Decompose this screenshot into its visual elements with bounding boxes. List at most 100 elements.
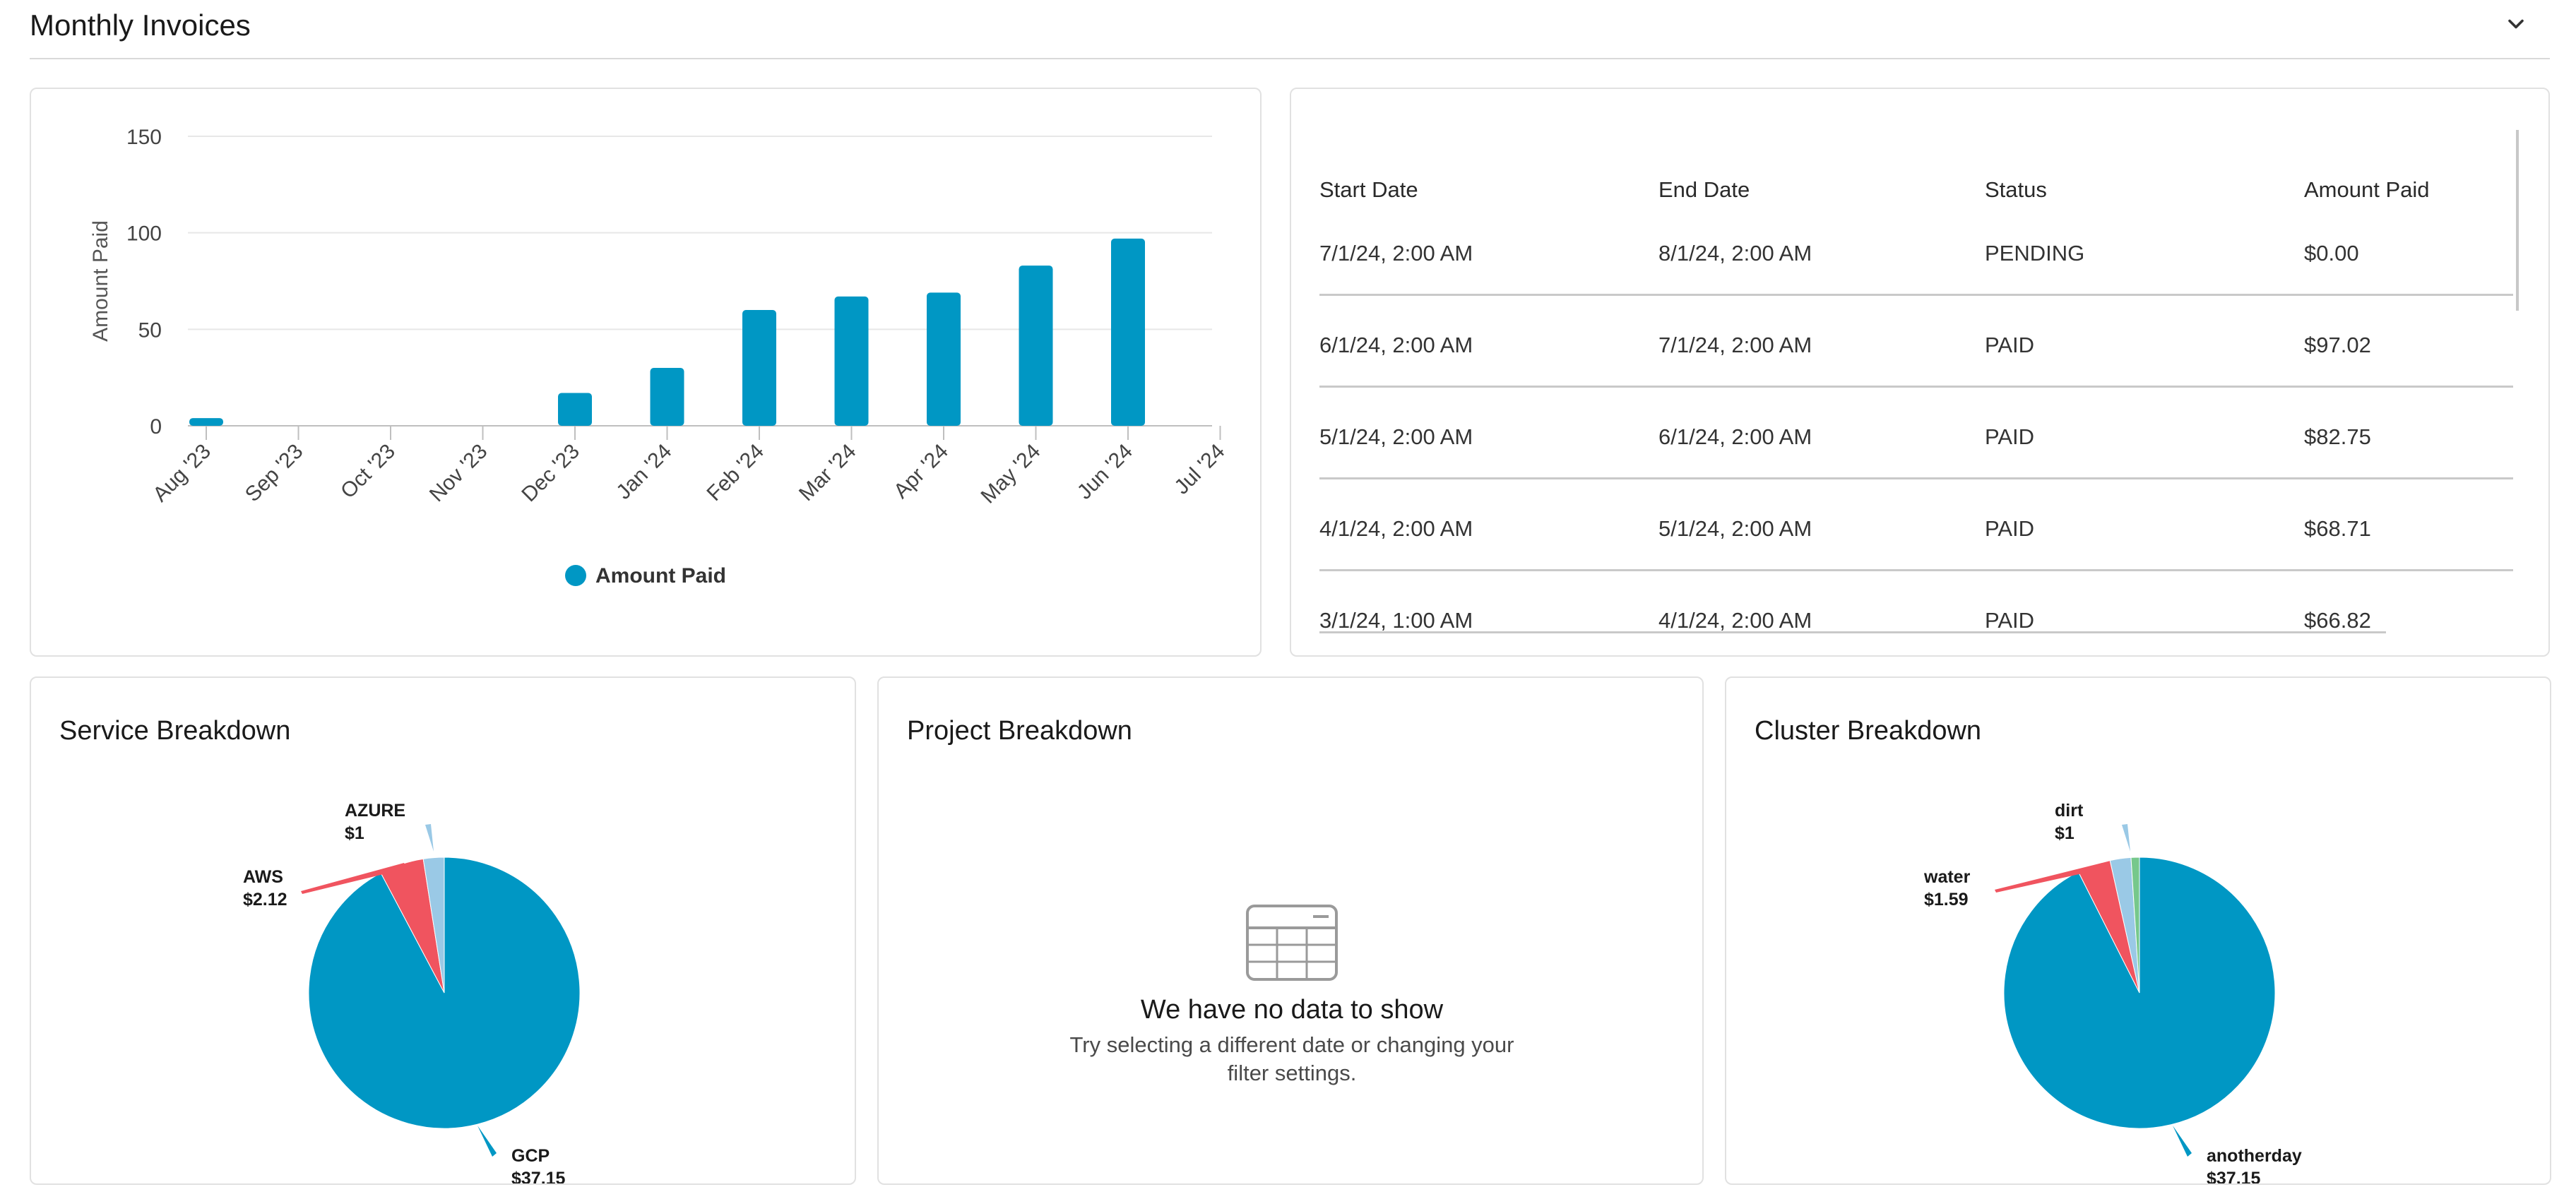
column-header-status[interactable]: Status [1985, 177, 2047, 202]
cell-amount-paid: $66.82 [2304, 608, 2371, 633]
empty-state-message-line1: Try selecting a different date or changi… [1069, 1032, 1514, 1057]
table-row[interactable]: 5/1/24, 2:00 AM 6/1/24, 2:00 AM PAID $82.75 [1319, 386, 2513, 479]
pie-slice-other[interactable] [2130, 857, 2140, 994]
table-row[interactable]: 6/1/24, 2:00 AM 7/1/24, 2:00 AM PAID $97.02 [1319, 294, 2513, 388]
x-tick-label: Oct '23 [336, 440, 400, 503]
cluster-breakdown-title: Cluster Breakdown [1755, 716, 1982, 746]
pie-value-label: $1 [2055, 823, 2075, 843]
table-header-row: Start Date End Date Status Amount Paid [1319, 153, 2513, 230]
pie-leader [1995, 863, 2105, 893]
bar-mar24[interactable] [834, 296, 869, 426]
service-breakdown-title: Service Breakdown [59, 716, 291, 746]
cell-status: PAID [1985, 424, 2035, 449]
service-breakdown-card: Service Breakdown GCP $37.15 AWS $2.12 AZURE… [30, 676, 856, 1187]
x-tick-label: Dec '23 [517, 440, 584, 507]
x-tick-label: May '24 [976, 440, 1045, 508]
pie-label: GCP [511, 1146, 550, 1166]
pie-label: water [1923, 867, 1971, 887]
pie-leader [2122, 824, 2130, 852]
section-header: Monthly Invoices [30, 0, 2550, 59]
pie-label: anotherday [2207, 1146, 2302, 1166]
column-header-end-date[interactable]: End Date [1658, 177, 1750, 202]
empty-state-message-line2: filter settings. [1227, 1061, 1357, 1085]
pie-leader [301, 863, 407, 894]
cell-start-date: 3/1/24, 1:00 AM [1319, 608, 1473, 633]
service-pie-chart: GCP $37.15 AWS $2.12 AZURE$1 [243, 801, 581, 1187]
table-row[interactable]: 3/1/24, 1:00 AM 4/1/24, 2:00 AM PAID $66.82 [1319, 569, 2513, 655]
cell-amount-paid: $68.71 [2304, 516, 2371, 541]
cell-end-date: 4/1/24, 2:00 AM [1658, 608, 1812, 633]
cell-status: PAID [1985, 516, 2035, 541]
table-icon [1246, 905, 1338, 981]
cell-start-date: 7/1/24, 2:00 AM [1319, 241, 1473, 266]
page-title: Monthly Invoices [30, 8, 251, 42]
cell-amount-paid: $82.75 [2304, 424, 2371, 449]
invoices-table: Start Date End Date Status Amount Paid 7… [1319, 153, 2513, 633]
y-tick-label: 0 [150, 415, 162, 439]
cell-end-date: 7/1/24, 2:00 AM [1658, 333, 1812, 357]
y-axis-label: Amount Paid [89, 220, 112, 342]
bar-may24[interactable] [1019, 266, 1053, 426]
y-tick-label: 150 [126, 126, 162, 149]
chevron-down-icon[interactable] [2503, 11, 2529, 37]
legend-label[interactable]: Amount Paid [595, 564, 726, 587]
bar-dec23[interactable] [558, 393, 592, 426]
x-tick-label: Jun '24 [1073, 440, 1137, 504]
pie-value-label: $2.12 [243, 890, 287, 909]
cluster-breakdown-card: Cluster Breakdown anotherday $37.15 water $… [1725, 676, 2551, 1187]
invoices-bar-chart: 0 50 100 150 Amount Paid Aug '23 Sep '23 Oct '2… [89, 126, 1229, 587]
x-tick-label: Apr '24 [889, 440, 953, 503]
cell-end-date: 6/1/24, 2:00 AM [1658, 424, 1812, 449]
pie-leader [425, 824, 434, 852]
project-breakdown-card: Project Breakdown We have no data to sho… [877, 676, 1704, 1185]
pie-label: AZURE [345, 801, 405, 821]
table-scrollbar[interactable] [2516, 130, 2519, 311]
cell-start-date: 6/1/24, 2:00 AM [1319, 333, 1473, 357]
x-tick-label: Nov '23 [425, 440, 492, 507]
cell-status: PENDING [1985, 241, 2085, 266]
last-row-underline [1319, 631, 2386, 633]
pie-label: AWS [243, 867, 283, 887]
pie-value-label: $37.15 [2207, 1169, 2261, 1183]
x-tick-label: Jan '24 [612, 440, 676, 504]
x-tick-label: Feb '24 [703, 440, 768, 506]
x-tick-label: Mar '24 [795, 440, 860, 506]
table-row[interactable]: 4/1/24, 2:00 AM 5/1/24, 2:00 AM PAID $68.71 [1319, 477, 2513, 571]
x-tick-label: Aug '23 [148, 440, 215, 507]
pie-label: dirt [2055, 801, 2084, 821]
empty-state: We have no data to show Try selecting a … [879, 904, 1705, 1087]
cell-status: PAID [1985, 608, 2035, 633]
y-tick-label: 50 [138, 318, 162, 342]
x-tick-label: Jul '24 [1170, 440, 1229, 499]
cell-start-date: 5/1/24, 2:00 AM [1319, 424, 1473, 449]
table-row[interactable]: 7/1/24, 2:00 AM 8/1/24, 2:00 AM PENDING $0.… [1319, 202, 2513, 296]
pie-value-label: $37.15 [511, 1169, 566, 1183]
cell-end-date: 5/1/24, 2:00 AM [1658, 516, 1812, 541]
cell-amount-paid: $97.02 [2304, 333, 2371, 357]
empty-state-title: We have no data to show [1140, 995, 1444, 1025]
column-header-amount-paid[interactable]: Amount Paid [2304, 177, 2430, 202]
cluster-pie-chart: anotherday $37.15 water $1.59 dirt$1 [1923, 801, 2302, 1187]
pie-value-label: $1.59 [1924, 890, 1969, 909]
bar-aug23[interactable] [189, 418, 223, 426]
y-tick-label: 100 [126, 222, 162, 246]
pie-leader [2173, 1126, 2192, 1157]
bar-feb24[interactable] [742, 310, 776, 426]
bar-jun24[interactable] [1111, 238, 1145, 426]
bar-jan24[interactable] [650, 368, 684, 426]
bar-apr24[interactable] [927, 292, 961, 426]
pie-value-label: $1 [345, 823, 364, 843]
invoices-table-card: Start Date End Date Status Amount Paid 7… [1290, 88, 2550, 657]
legend-marker [565, 565, 586, 586]
cell-amount-paid: $0.00 [2304, 241, 2359, 266]
pie-slice-gcp[interactable] [308, 857, 581, 1129]
pie-leader [477, 1126, 497, 1157]
project-breakdown-title: Project Breakdown [907, 716, 1132, 746]
cell-status: PAID [1985, 333, 2035, 357]
invoices-chart-card: 0 50 100 150 Amount Paid Aug '23 Sep '23 Oct '2… [30, 88, 1262, 657]
column-header-start-date[interactable]: Start Date [1319, 177, 1418, 202]
pie-slice-azure[interactable] [422, 857, 445, 994]
cell-start-date: 4/1/24, 2:00 AM [1319, 516, 1473, 541]
x-tick-label: Sep '23 [241, 440, 308, 507]
cell-end-date: 8/1/24, 2:00 AM [1658, 241, 1812, 266]
